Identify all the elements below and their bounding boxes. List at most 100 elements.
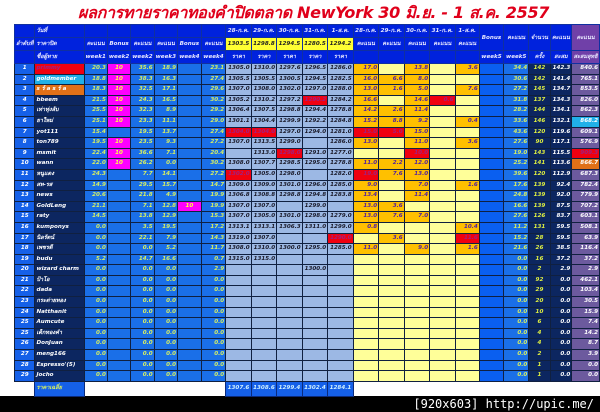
week5-score: 31.8 [503,94,530,107]
daily-score: 8.0 [403,73,431,86]
guess-price: 1313.5 [250,137,278,149]
guess-price [276,232,303,245]
header-blank [130,24,155,38]
daily-score [454,285,480,298]
guess-count: 145 [528,84,551,96]
daily-score [429,359,456,372]
week5-bonus [478,94,505,107]
daily-score [429,317,456,329]
cumulative-score: 132.1 [549,115,573,128]
week2-bonus: 10 [106,158,132,170]
guess-count: 142 [528,73,551,86]
player-name: เท่าทุ่งลับ [34,105,85,117]
score-header: คะแนน [454,37,480,51]
daily-score: 7.0 [403,179,431,192]
daily-score [429,190,456,202]
row-number: 26 [13,338,36,351]
week-col-header: คะแนน [200,37,227,51]
daily-score [378,264,405,276]
daily-score: 13.0 [352,84,380,96]
week4-score: 0.0 [200,327,227,340]
guess-price [301,338,329,351]
week1-score: 20.3 [83,63,108,75]
daily-score [454,264,480,276]
week2-bonus: 10 [106,105,132,117]
guess-price: 1307.5 [250,105,278,117]
week2-score: 0.0 [130,274,155,287]
guess-price: 1295.0 [301,158,329,170]
week2-bonus [106,211,132,223]
daily-score [429,63,456,75]
daily-score [352,327,380,340]
week1-score: 22.0 [83,158,108,170]
bonus-week5-label: week5 [478,50,505,64]
week5-score: 28.2 [503,105,530,117]
player-name: budu [34,253,85,266]
daily-score: 1.6 [454,243,480,255]
daily-score [429,126,456,139]
week1-score: 0.0 [83,285,108,298]
week2-score: 23.3 [130,115,155,128]
week5-bonus [478,274,505,287]
daily-score: 1.6 [454,179,480,192]
net-cumulative-score: 0.0 [571,370,600,382]
player-name: primmy [34,63,85,75]
week5-score: 27.2 [503,84,530,96]
row-number: 20 [13,264,36,276]
week4-score: 15.3 [200,211,227,223]
week3-score: 12.8 [153,200,179,213]
guess-price [301,349,329,361]
cumulative-score: 0.0 [549,359,573,372]
header-blank [83,24,108,38]
daily-score [403,221,431,234]
guess-price [301,137,329,149]
table-row: 5 เท่าทุ่งลับ 25.5 10 32.3 8.9 29.2 1306.4 1307.… [13,105,600,117]
week5-bonus [478,285,505,298]
daily-score [352,264,380,276]
week1-score: 0.0 [83,232,108,245]
guess-price [250,296,278,308]
week2-score: 0.0 [130,306,155,319]
table-row: 26 DonJuan 0.0 0.0 0.0 0.0 0.0 4 0.0 8.7 [13,338,600,351]
close-label: ราคาปิด [34,37,85,51]
guess-price: 1297.0 [301,84,329,96]
week3-score: 0.0 [153,349,179,361]
daily-score [429,306,456,319]
daily-score [352,338,380,351]
week3-score: 16.5 [153,94,179,107]
daily-score [378,190,405,202]
cumulative-score: 141.4 [549,73,573,86]
player-name: kumponys [34,221,85,234]
week1-score: 18.8 [83,73,108,86]
price-header: ราคา [327,50,354,64]
cumulative-score: 0.0 [549,285,573,298]
guess-price: 1307.0 [225,211,252,223]
week4-score: 29.6 [200,84,227,96]
week5-bonus [478,115,505,128]
guess-price: 1308.8 [250,190,278,202]
week4-bonus [177,274,202,287]
week5-bonus [478,179,505,192]
guess-price [276,200,303,213]
net-cumulative-score: 765.1 [571,73,600,86]
daily-score: 9.0 [403,243,431,255]
guess-price [327,327,354,340]
score-header: คะแนน [429,37,456,51]
net-cumulative-score: 826.0 [571,94,600,107]
guess-price: 1285.0 [327,243,354,255]
week5-score: 11.2 [503,221,530,234]
week3-score: 5.2 [153,243,179,255]
guess-price: 1313.1 [250,221,278,234]
week4-bonus [177,94,202,107]
guess-price: 1307.0 [225,84,252,96]
guess-count: 141 [528,158,551,170]
week4-bonus [177,221,202,234]
guess-price: 1305.5 [250,73,278,86]
daily-score [454,359,480,372]
blank [353,381,379,397]
week1-score: 0.0 [83,370,108,382]
daily-score: 13.0 [352,211,380,223]
week5-bonus [478,158,505,170]
guess-price: 1301.0 [276,179,303,192]
cumulative-score: 38.5 [549,243,573,255]
